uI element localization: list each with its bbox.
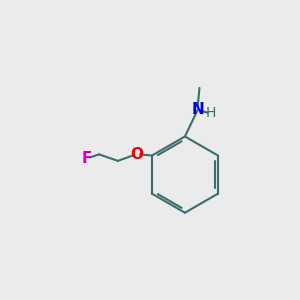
- Text: F: F: [81, 151, 92, 166]
- Text: O: O: [130, 147, 143, 162]
- Text: N: N: [191, 102, 204, 117]
- Text: H: H: [205, 106, 215, 120]
